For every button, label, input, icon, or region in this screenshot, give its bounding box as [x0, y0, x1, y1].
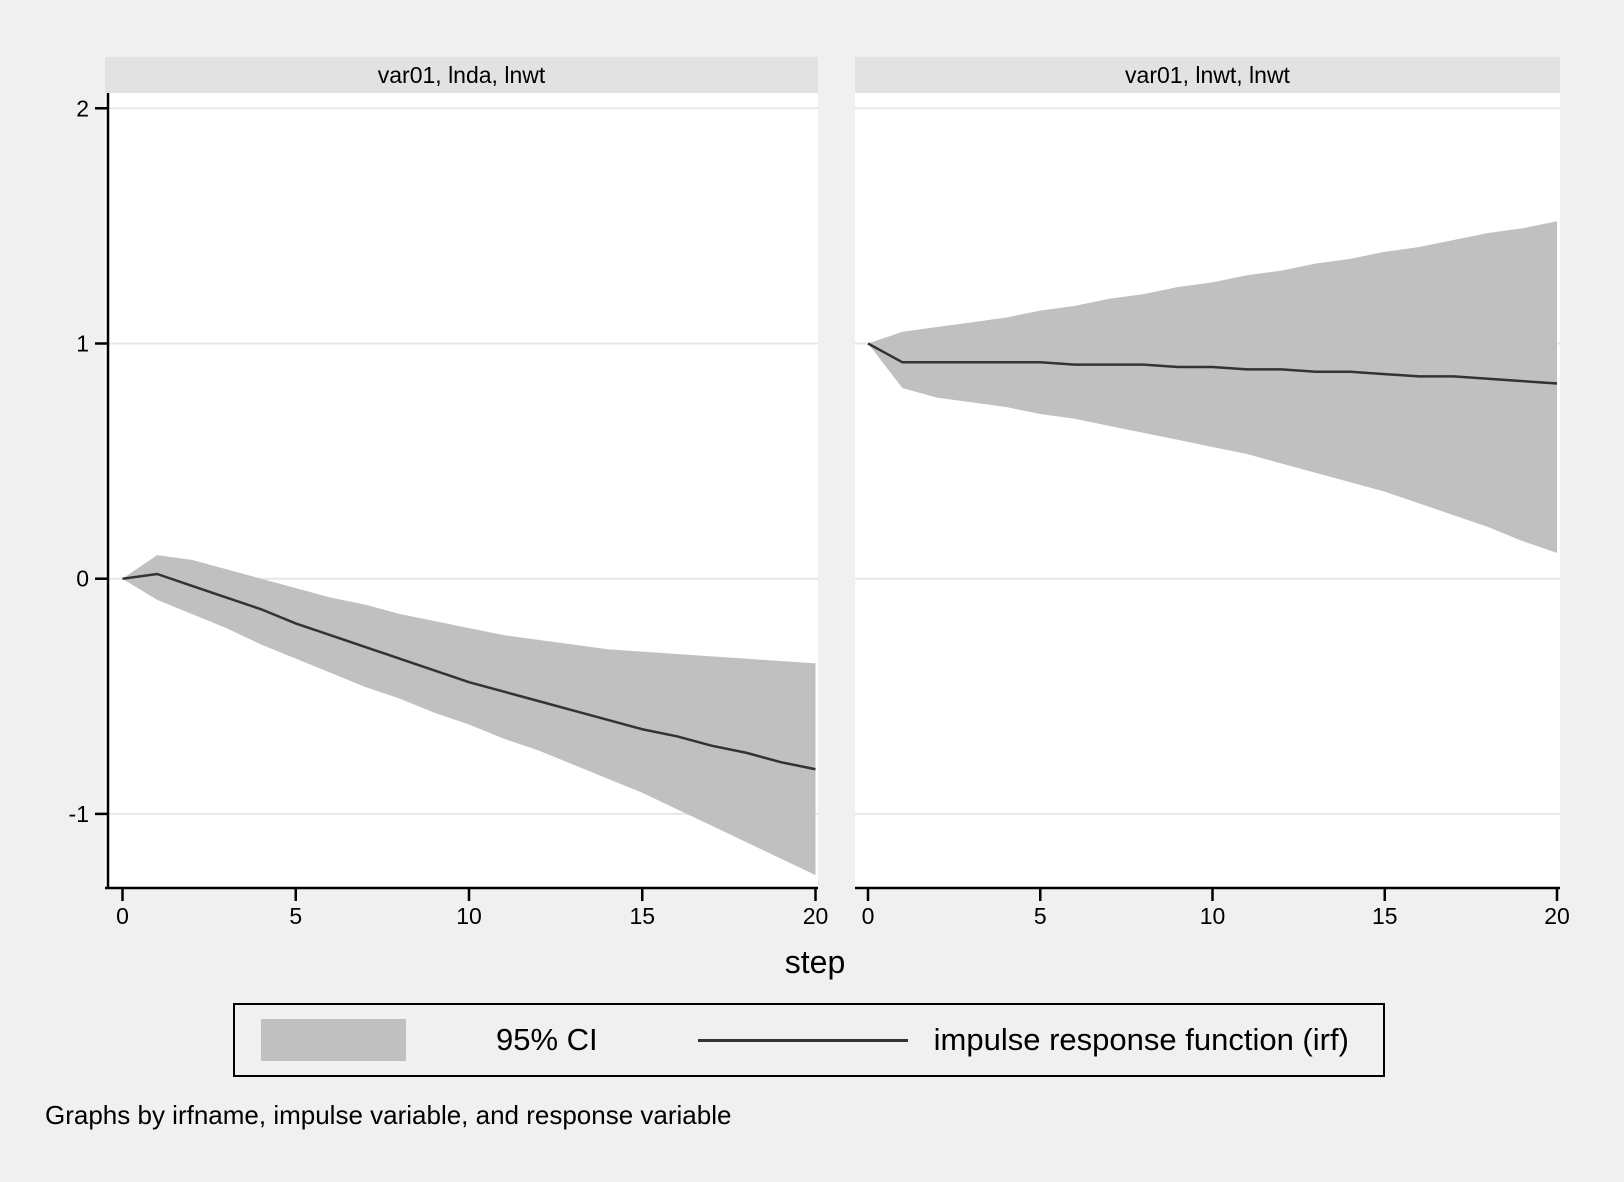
ci-band-swatch: [261, 1019, 406, 1061]
irf-line-swatch: [697, 1038, 908, 1042]
irf-line: [122, 572, 816, 771]
x-tick-label: 0: [862, 903, 875, 929]
x-tick-label: 10: [456, 903, 482, 929]
panel-title-right: var01, lnwt, lnwt: [855, 57, 1560, 93]
figure-caption: Graphs by irfname, impulse variable, and…: [45, 1100, 732, 1130]
x-axis-label: step: [784, 944, 846, 980]
x-tick-label: 20: [1544, 903, 1570, 929]
x-tick-label: 20: [803, 903, 829, 929]
y-tick-label: 2: [76, 95, 89, 121]
irf-legend-label: impulse response function (irf): [933, 1022, 1349, 1057]
x-tick-label: 10: [1200, 903, 1226, 929]
y-tick-label: 1: [76, 330, 89, 356]
y-tick-label: -1: [69, 801, 89, 827]
legend: 95% CI impulse response function (irf): [233, 1003, 1385, 1077]
panel-1: 0 5 10 15 20: [855, 93, 1570, 929]
ci-band: [868, 221, 1557, 553]
irf-line: [867, 342, 1558, 385]
x-tick-label: 0: [116, 903, 129, 929]
ci-legend-label: 95% CI: [496, 1022, 598, 1057]
x-tick-label: 5: [1034, 903, 1047, 929]
x-tick-label: 5: [289, 903, 302, 929]
y-tick-label: 0: [76, 566, 89, 592]
panel-title-left: var01, lnda, lnwt: [105, 57, 818, 93]
x-tick-label: 15: [629, 903, 655, 929]
x-tick-label: 15: [1372, 903, 1398, 929]
ci-band: [122, 555, 816, 876]
